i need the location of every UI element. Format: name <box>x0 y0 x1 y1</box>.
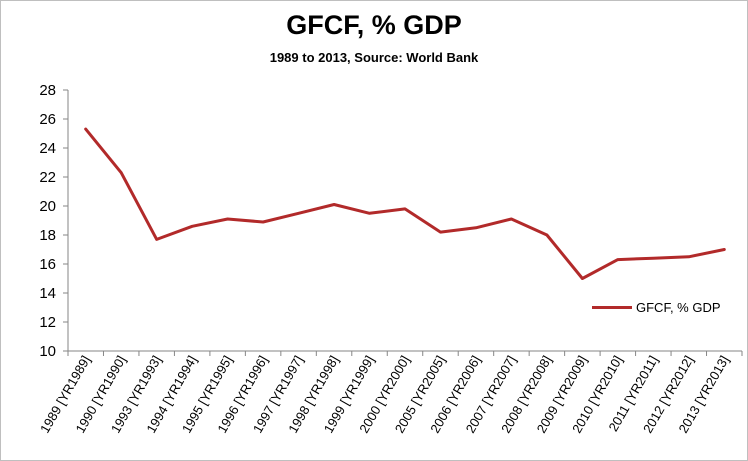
y-tick-label: 26 <box>39 111 56 128</box>
data-point <box>120 171 123 174</box>
data-point <box>155 238 158 241</box>
y-tick-label: 16 <box>39 256 56 273</box>
y-tick-label: 28 <box>39 82 56 99</box>
data-point <box>226 217 229 221</box>
data-point <box>297 212 300 215</box>
y-tick-label: 10 <box>39 343 56 360</box>
data-point <box>190 225 194 228</box>
y-tick-label: 12 <box>39 314 56 331</box>
y-tick-label: 20 <box>39 198 56 215</box>
data-point <box>652 257 655 260</box>
y-tick-label: 14 <box>39 285 56 302</box>
data-point <box>723 248 726 251</box>
data-point <box>545 233 549 237</box>
series-line <box>84 127 726 280</box>
legend-label: GFCF, % GDP <box>636 300 721 315</box>
data-point <box>261 220 265 224</box>
data-point <box>84 127 87 131</box>
data-point <box>581 277 584 280</box>
y-tick-label: 18 <box>39 227 56 244</box>
data-point <box>332 203 336 206</box>
data-point <box>474 226 478 229</box>
data-point <box>687 255 690 258</box>
data-point <box>510 217 513 221</box>
data-point <box>439 230 442 234</box>
y-tick-label: 22 <box>39 169 56 186</box>
data-point <box>403 207 407 211</box>
legend: GFCF, % GDP <box>592 300 721 315</box>
data-point <box>616 258 620 261</box>
data-point <box>368 212 371 215</box>
y-tick-label: 24 <box>39 140 56 157</box>
chart-title: GFCF, % GDP <box>286 10 462 40</box>
chart-subtitle: 1989 to 2013, Source: World Bank <box>269 50 479 65</box>
legend-line-swatch <box>592 306 632 309</box>
